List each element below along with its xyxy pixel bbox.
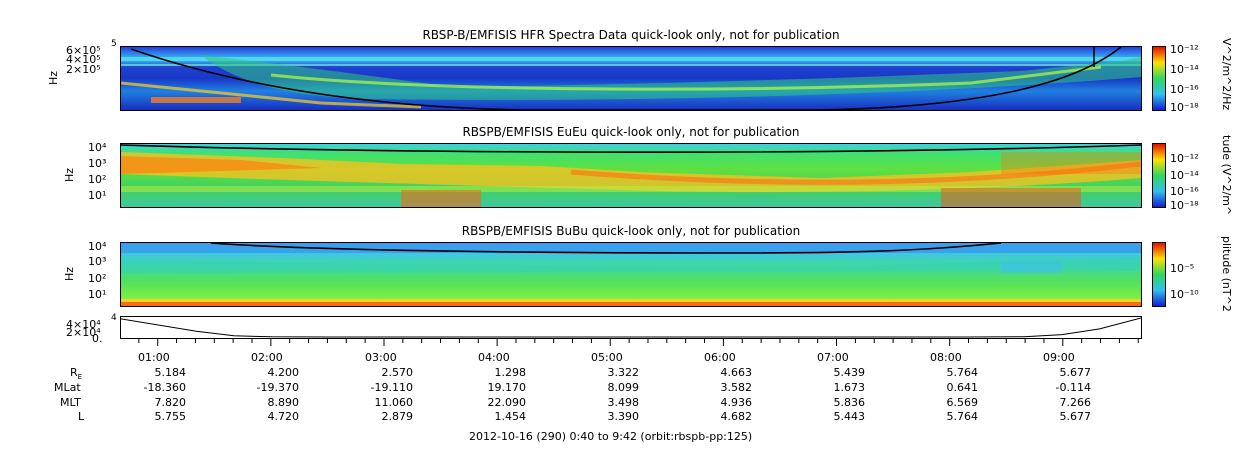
ephemeris-value: -19.110 xyxy=(370,381,413,394)
row-label-mlat: MLat xyxy=(54,381,81,394)
panel4-ytick-top: 4 xyxy=(111,313,117,323)
panel4-ytick: 4×10⁴ xyxy=(66,318,101,331)
panel1-cbtick: 10⁻¹⁴ xyxy=(1170,63,1199,76)
ephemeris-value: -19.370 xyxy=(256,381,299,394)
panel1-colorbar xyxy=(1152,46,1166,111)
time-label: 04:00 xyxy=(478,351,510,364)
panel3-ylabel: Hz xyxy=(63,266,76,281)
panel2-ytick: 10³ xyxy=(88,157,107,170)
panel2-cbtick: 10⁻¹⁶ xyxy=(1170,185,1199,198)
panel1-ytick: 6×10⁵ xyxy=(66,44,101,57)
panel4-series-line xyxy=(121,317,1141,338)
panel2-ytick: 10² xyxy=(88,173,107,186)
ephemeris-value: 1.673 xyxy=(833,381,866,394)
ephemeris-value: 5.677 xyxy=(1059,410,1092,423)
row-label-re-text: R xyxy=(70,366,78,379)
ephemeris-value: 6.569 xyxy=(946,396,979,409)
panel3-colorbar xyxy=(1152,242,1166,307)
panel3-ytick: 10¹ xyxy=(88,288,107,301)
ephemeris-value: 3.498 xyxy=(607,396,640,409)
ephemeris-value: 1.298 xyxy=(494,366,527,379)
panel1-cbtick: 10⁻¹⁶ xyxy=(1170,83,1199,96)
ephemeris-value: 5.439 xyxy=(833,366,866,379)
time-label: 01:00 xyxy=(138,351,170,364)
time-label: 07:00 xyxy=(817,351,849,364)
panel2-ytick: 10¹ xyxy=(88,189,107,202)
time-label: 05:00 xyxy=(591,351,623,364)
panel2-ylabel: Hz xyxy=(63,167,76,182)
panel3-title: RBSPB/EMFISIS BuBu quick-look only, not … xyxy=(461,224,801,238)
ephemeris-value: 7.820 xyxy=(154,396,187,409)
ephemeris-value: -18.360 xyxy=(143,381,186,394)
panel2-spectrogram[interactable] xyxy=(120,143,1142,208)
panel4-line-plot[interactable] xyxy=(120,316,1142,339)
ephemeris-value: 4.720 xyxy=(267,410,300,423)
panel2-title: RBSPB/EMFISIS EuEu quick-look only, not … xyxy=(462,125,800,139)
ephemeris-value: 4.663 xyxy=(720,366,753,379)
panel1-cbtick: 10⁻¹⁸ xyxy=(1170,101,1199,114)
panel2-colorbar-label: tude (V^2/m^ xyxy=(1220,135,1233,216)
panel2-cbtick: 10⁻¹⁴ xyxy=(1170,169,1199,182)
time-label: 06:00 xyxy=(704,351,736,364)
ephemeris-value: 8.099 xyxy=(607,381,640,394)
panel1-ylabel: Hz xyxy=(47,70,60,85)
time-label: 03:00 xyxy=(365,351,397,364)
ephemeris-value: 0.641 xyxy=(946,381,979,394)
panel1-title: RBSP-B/EMFISIS HFR Spectra Data quick-lo… xyxy=(422,28,840,42)
row-label-re: RE xyxy=(70,366,82,384)
time-label: 09:00 xyxy=(1043,351,1075,364)
panel2-cbtick: 10⁻¹⁸ xyxy=(1170,199,1199,212)
panel3-ytick: 10³ xyxy=(88,255,107,268)
ephemeris-value: 5.764 xyxy=(946,366,979,379)
panel1-ytick: 2×10⁵ xyxy=(66,63,101,76)
ephemeris-value: 4.682 xyxy=(720,410,753,423)
row-label-mlt: MLT xyxy=(60,396,81,409)
panel2-ytick: 10⁴ xyxy=(88,141,107,154)
ephemeris-value: 3.582 xyxy=(720,381,753,394)
ephemeris-value: 5.764 xyxy=(946,410,979,423)
ephemeris-value: 22.090 xyxy=(487,396,527,409)
ephemeris-value: 19.170 xyxy=(487,381,527,394)
ephemeris-value: 3.390 xyxy=(607,410,640,423)
panel3-spectrogram[interactable] xyxy=(120,242,1142,307)
ephemeris-value: 4.936 xyxy=(720,396,753,409)
ephemeris-value: 5.755 xyxy=(154,410,187,423)
footer-date-range: 2012-10-16 (290) 0:40 to 9:42 (orbit:rbs… xyxy=(469,430,753,443)
panel4-ytick: 0. xyxy=(92,332,103,345)
ephemeris-value: 5.184 xyxy=(154,366,187,379)
ephemeris-value: 8.890 xyxy=(267,396,300,409)
ephemeris-value: 7.266 xyxy=(1059,396,1092,409)
ephemeris-value: 4.200 xyxy=(267,366,300,379)
panel1-ytick-top: 5 xyxy=(111,39,117,49)
time-axis-ticks xyxy=(138,339,1139,346)
ephemeris-value: 1.454 xyxy=(494,410,527,423)
panel1-ytick: 4×10⁵ xyxy=(66,53,101,66)
ephemeris-value: 2.570 xyxy=(381,366,414,379)
panel3-cbtick: 10⁻⁵ xyxy=(1170,262,1195,275)
ephemeris-value: 3.322 xyxy=(607,366,640,379)
panel2-cbtick: 10⁻¹² xyxy=(1170,152,1199,165)
panel2-colorbar xyxy=(1152,143,1166,208)
panel1-spectrogram[interactable] xyxy=(120,46,1142,111)
ephemeris-value: -0.114 xyxy=(1055,381,1091,394)
panel1-colorbar-label: V^2/m^2/Hz xyxy=(1220,38,1233,111)
panel4-ytick: 2×10⁴ xyxy=(66,326,101,339)
panel3-colorbar-label: plitude (nT^2 xyxy=(1220,236,1233,312)
ephemeris-value: 5.443 xyxy=(833,410,866,423)
time-label: 08:00 xyxy=(930,351,962,364)
panel3-ytick: 10⁴ xyxy=(88,240,107,253)
row-label-re-sub: E xyxy=(77,373,83,382)
ephemeris-value: 5.836 xyxy=(833,396,866,409)
ephemeris-value: 5.677 xyxy=(1059,366,1092,379)
row-label-l: L xyxy=(78,410,85,423)
panel1-cbtick: 10⁻¹² xyxy=(1170,43,1199,56)
ephemeris-value: 2.879 xyxy=(381,410,414,423)
panel3-cbtick: 10⁻¹⁰ xyxy=(1170,288,1199,301)
time-label: 02:00 xyxy=(251,351,283,364)
panel3-ytick: 10² xyxy=(88,272,107,285)
ephemeris-value: 11.060 xyxy=(374,396,414,409)
